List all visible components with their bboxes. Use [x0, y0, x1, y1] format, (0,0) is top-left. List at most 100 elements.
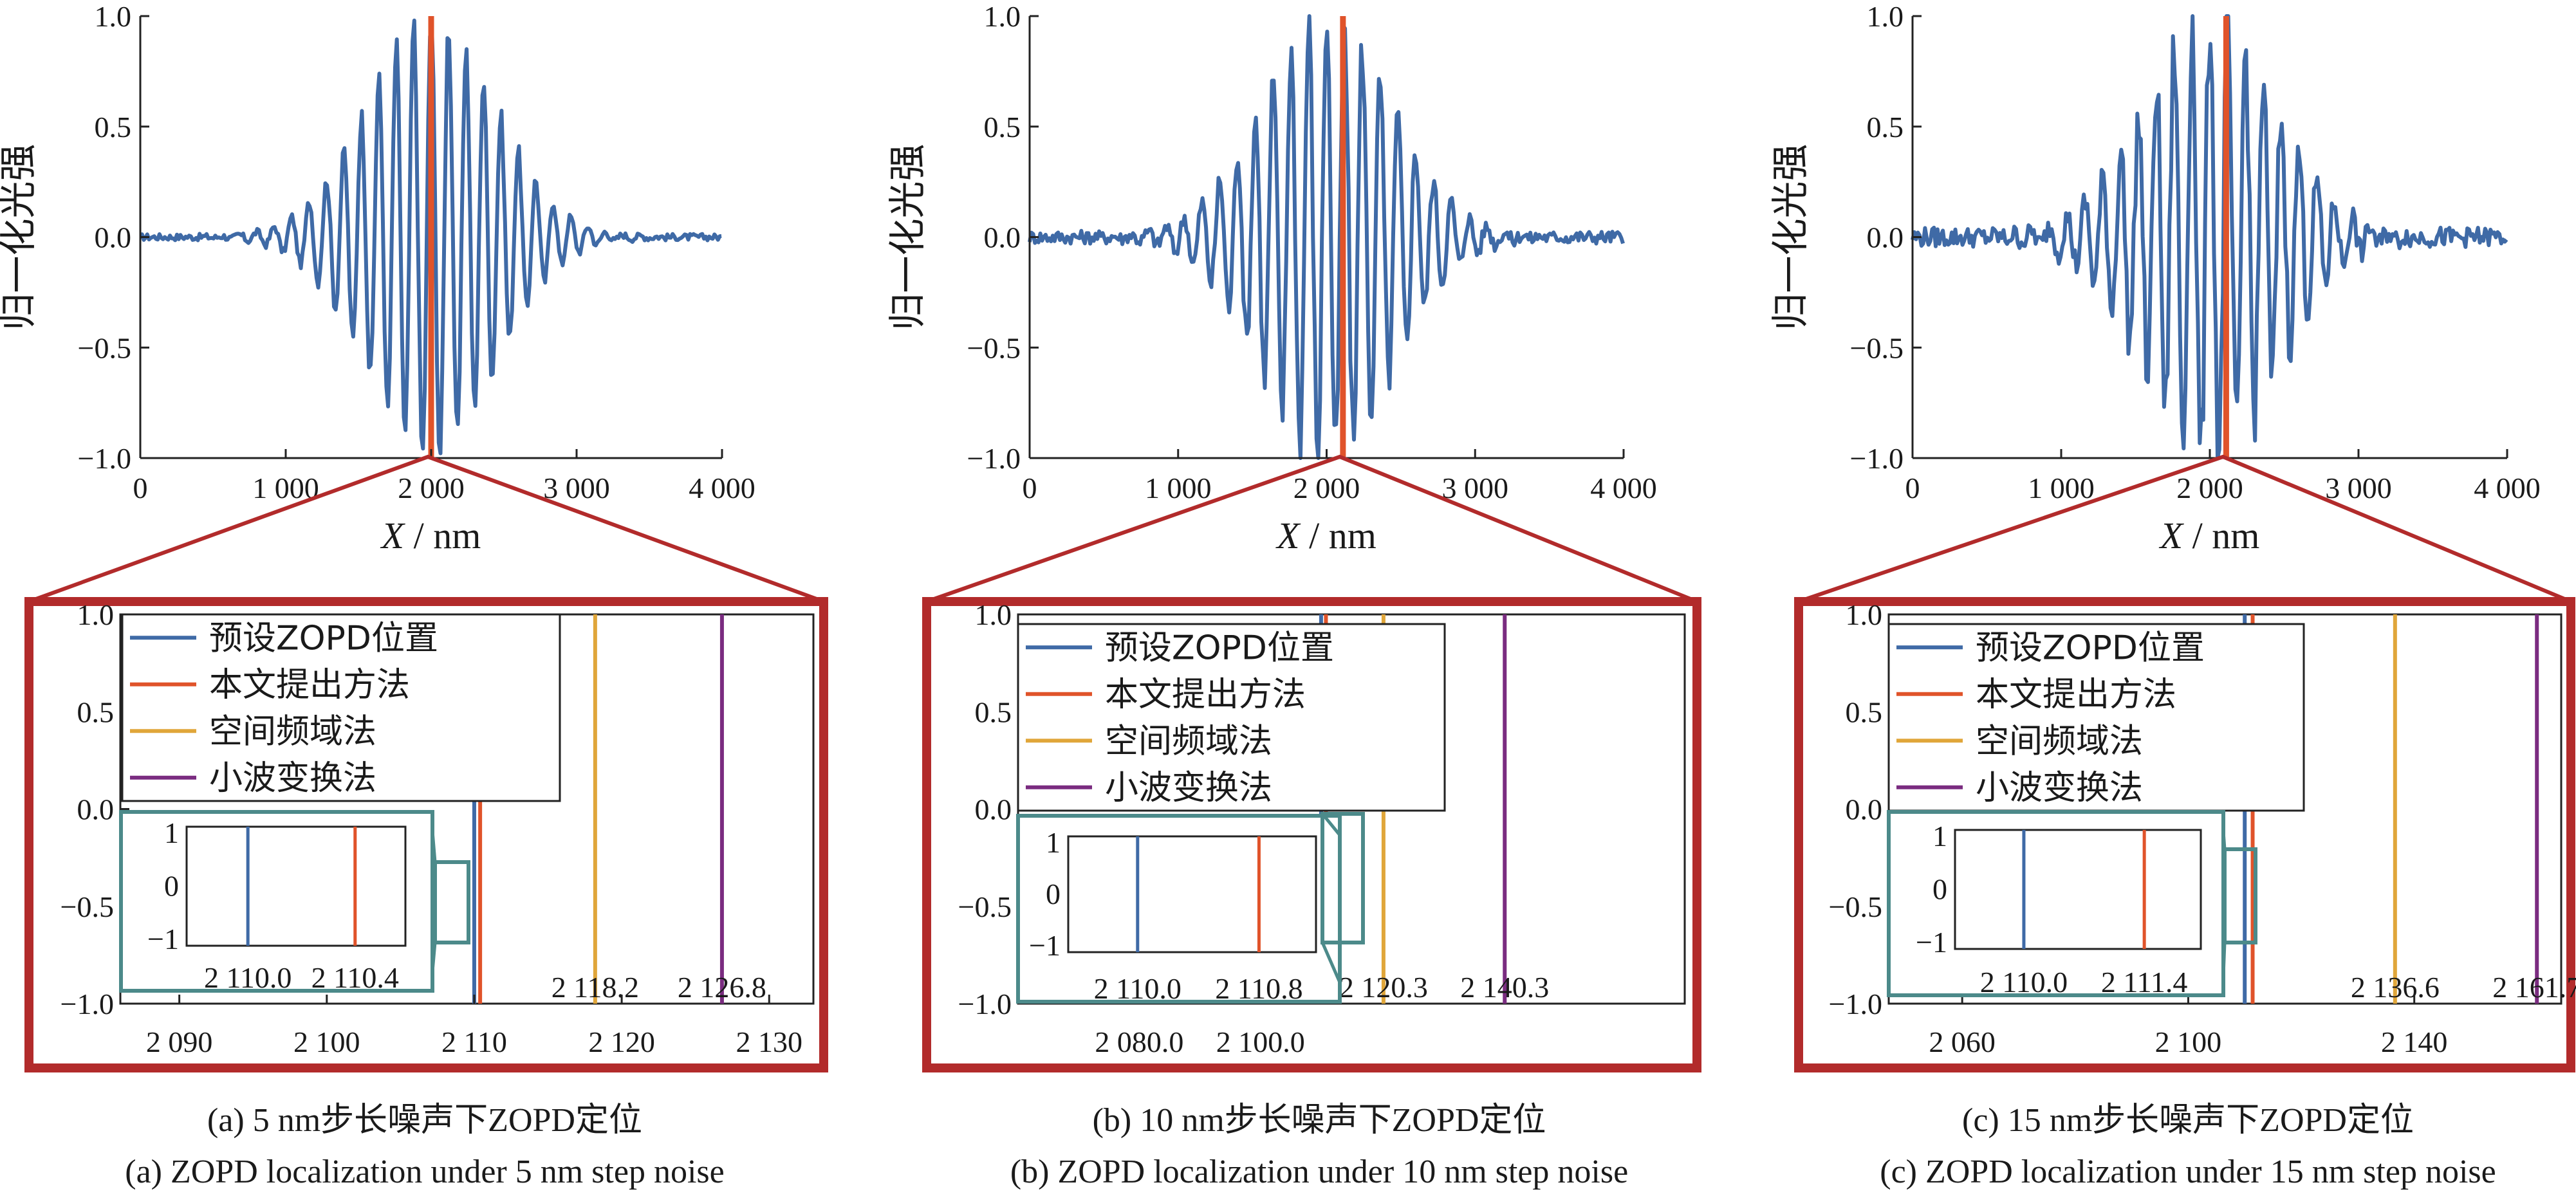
inset-connector [2221, 942, 2227, 977]
inset-zoom-marker [433, 860, 470, 944]
legend-label-proposed: 本文提出方法 [209, 666, 410, 704]
inset-connector [1321, 813, 1341, 836]
x-tick-label: 0 [1023, 472, 1037, 504]
zoom-value-label-wavelet: 2 161.7 [2492, 971, 2576, 1004]
zoom-y-tick-label: 1.0 [975, 598, 1012, 631]
inset-connector [431, 942, 437, 972]
x-tick-label: 4 000 [1590, 472, 1657, 504]
inset-axes [185, 825, 407, 947]
zoom-y-tick-label: −1.0 [60, 988, 114, 1020]
zoom-view-b: 2 120.3 2 140.3 2 080.0 2 100.0 1.0 0.5 0.0 −0.… [922, 454, 1701, 1072]
x-tick-label: 2 000 [398, 472, 465, 504]
signal-curve-c [1911, 14, 2508, 460]
zoom-x-tick-label: 2 060 [1929, 1026, 1996, 1058]
x-tick-label: 0 [133, 472, 148, 504]
inset-c: 1 0 −1 2 110.0 2 111.4 [1887, 810, 2257, 998]
zoom-x-tick-label: 2 140 [2381, 1026, 2448, 1058]
zoom-y-tick-label: 0.0 [1846, 793, 1883, 826]
legend-box [1887, 623, 2305, 812]
zoom-frame [922, 597, 1701, 1072]
inset-a: 1 0 −1 2 110.0 2 110.4 [119, 810, 470, 994]
inset-y-tick-label: 1 [1046, 826, 1061, 859]
zoom-x-tick-label: 2 100 [2155, 1026, 2222, 1058]
signal-curve-b [1028, 14, 1625, 460]
zoom-connector [28, 454, 825, 603]
x-axis-label: X / nm [2159, 515, 2260, 557]
inset-b: 1 0 −1 2 110.0 2 110.8 [1016, 812, 1365, 1005]
legend-box [121, 613, 561, 802]
legend-label-wavelet: 小波变换法 [1105, 769, 1272, 807]
legend-label-spatial_freq: 空间频域法 [1976, 722, 2143, 760]
y-tick-label: −0.5 [967, 331, 1021, 364]
x-tick-label: 1 000 [1145, 472, 1212, 504]
zoom-value-label-wavelet: 2 126.8 [678, 971, 766, 1004]
caption-cn-a: (a) 5 nm步长噪声下ZOPD定位 [207, 1102, 642, 1139]
caption-en-a: (a) ZOPD localization under 5 nm step no… [125, 1154, 724, 1190]
zoom-y-tick-label: −0.5 [1829, 890, 1882, 923]
x-tick-label: 3 000 [2325, 472, 2392, 504]
x-tick-label: 3 000 [543, 472, 610, 504]
zoom-y-tick-label: −0.5 [958, 890, 1012, 923]
zoom-x-tick-label: 2 110 [441, 1026, 507, 1058]
inset-y-tick-label: 0 [164, 870, 179, 903]
x-axis-label: X / nm [380, 515, 481, 557]
x-axis-label: X / nm [1275, 515, 1376, 557]
caption-cn-c: (c) 15 nm步长噪声下ZOPD定位 [1962, 1102, 2414, 1139]
zoom-y-tick-label: −1.0 [958, 988, 1012, 1020]
zoom-view-c: 2 136.6 2 161.7 2 060 2 100 2 140 1.0 0.5 0.0 −0… [1794, 454, 2576, 1072]
y-tick-label: 1.0 [1867, 0, 1904, 33]
zoom-connector [926, 454, 1698, 603]
zoom-y-tick-label: 1.0 [77, 598, 115, 631]
overview-plot-b: 0 1 000 2 000 3 000 4 000 1.0 0.5 0.0 −0.5 −1.0 X … [887, 0, 1657, 557]
legend-label-zopd_true: 预设ZOPD位置 [209, 619, 438, 658]
overview-plot-c: 0 1 000 2 000 3 000 4 000 1.0 0.5 0.0 −0.5 −1.0 X … [1770, 0, 2541, 557]
inset-y-tick-label: 0 [1046, 878, 1061, 910]
zoom-y-tick-label: 0.5 [1846, 695, 1883, 728]
zoom-x-tick-label: 2 080.0 [1095, 1026, 1183, 1058]
zoom-value-label-spatial_freq: 2 136.6 [2351, 971, 2440, 1004]
inset-axes [1954, 829, 2202, 950]
zoom-frame [1794, 597, 2575, 1072]
x-tick-label: 4 000 [689, 472, 755, 504]
x-axis-unit: / nm [1300, 515, 1376, 557]
inset-y-tick-label: 1 [1932, 820, 1947, 852]
inset-value-label: 2 110.8 [1215, 972, 1302, 1005]
inset-value-label: 2 110.4 [311, 961, 399, 994]
x-tick-label: 2 000 [2176, 472, 2243, 504]
inset-value-label: 2 111.4 [2101, 966, 2188, 998]
inset-value-label: 2 110.0 [204, 961, 292, 994]
x-tick-label: 0 [1905, 472, 1920, 504]
panel-c: 0 1 000 2 000 3 000 4 000 1.0 0.5 0.0 −0.5 −1.0 X … [1770, 0, 2576, 1190]
y-tick-label: 0.0 [1867, 221, 1904, 254]
inset-y-tick-label: 1 [164, 816, 179, 849]
y-tick-label: −1.0 [78, 442, 131, 475]
inset-connector [431, 831, 437, 863]
zoom-y-tick-label: 0.0 [975, 793, 1012, 826]
zoom-value-label-spatial_freq: 2 120.3 [1339, 971, 1428, 1004]
y-tick-label: 0.5 [984, 111, 1021, 143]
x-tick-label: 1 000 [2028, 472, 2095, 504]
legend-label-proposed: 本文提出方法 [1105, 676, 1306, 714]
legend-label-zopd_true: 预设ZOPD位置 [1105, 629, 1334, 667]
inset-axes [1067, 835, 1317, 953]
inset-frame [1887, 810, 2225, 997]
zoom-y-tick-label: −0.5 [60, 890, 114, 923]
x-tick-label: 2 000 [1293, 472, 1360, 504]
legend-label-wavelet: 小波变换法 [209, 759, 376, 798]
legend-label-zopd_true: 预设ZOPD位置 [1976, 629, 2205, 667]
zoom-y-tick-label: 1.0 [1846, 598, 1883, 631]
inset-y-tick-label: −1 [147, 923, 179, 955]
y-tick-label: −1.0 [1850, 442, 1904, 475]
caption-en-b: (b) ZOPD localization under 10 nm step n… [1010, 1154, 1628, 1190]
zoom-view-a: 2 118.2 2 126.8 2 090 2 100 2 110 2 120 2 130 1… [24, 454, 828, 1072]
y-tick-label: 0.0 [95, 221, 132, 254]
x-axis-variable: X [2159, 515, 2185, 557]
x-axis-unit: / nm [404, 515, 481, 557]
inset-connector [2221, 831, 2227, 850]
x-tick-label: 4 000 [2474, 472, 2541, 504]
legend-box [1017, 623, 1446, 812]
y-tick-label: 0.5 [95, 111, 132, 143]
